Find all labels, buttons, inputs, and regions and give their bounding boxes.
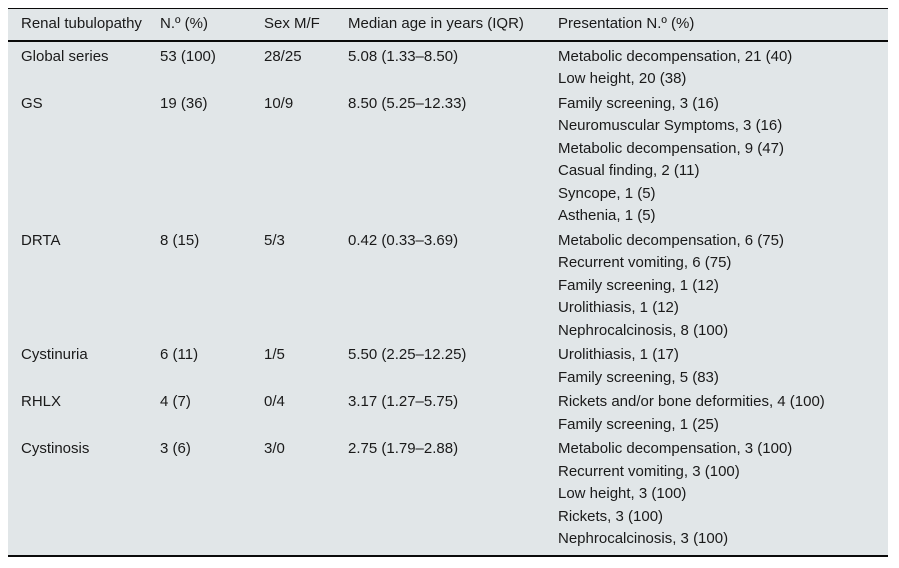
- presentation-line: Urolithiasis, 1 (17): [558, 346, 679, 363]
- presentation-line: Syncope, 1 (5): [558, 184, 656, 202]
- presentation-line: Metabolic decompensation, 9 (47): [558, 139, 784, 157]
- cell-sex-mf: 10/9: [264, 94, 294, 112]
- cell-median-age-iqr: 0.42 (0.33–3.69): [348, 231, 459, 249]
- cell-sex-mf: 1/5: [264, 346, 285, 363]
- presentation-line: Recurrent vomiting, 6 (75): [558, 254, 732, 271]
- presentation-line: Asthenia, 1 (5): [558, 207, 656, 224]
- cell-median-age-iqr: 5.08 (1.33–8.50): [348, 47, 459, 65]
- header-sex-mf: Sex M/F: [264, 8, 348, 42]
- presentation-line: Metabolic decompensation, 21 (40): [558, 47, 793, 65]
- presentation-line: Rickets, 3 (100): [558, 507, 664, 525]
- presentation-line: Nephrocalcinosis, 8 (100): [558, 321, 729, 339]
- cell-sex-mf: 3/0: [264, 440, 285, 457]
- header-row: Renal tubulopathy N.º (%) Sex M/F Median…: [8, 8, 888, 42]
- cell-median-age-iqr: 5.50 (2.25–12.25): [348, 346, 467, 363]
- cell-presentations: Metabolic decompensation, 3 (100) Recurre…: [558, 436, 888, 556]
- cell-sex-mf: 5/3: [264, 231, 285, 249]
- presentation-line: Low height, 20 (38): [558, 70, 687, 87]
- table-header: Renal tubulopathy N.º (%) Sex M/F Median…: [8, 8, 888, 42]
- cell-tubulopathy: DRTA: [21, 231, 61, 249]
- presentation-line: Family screening, 1 (12): [558, 276, 719, 294]
- cell-presentations: Family screening, 3 (16) Neuromuscular Sy…: [558, 91, 888, 228]
- presentation-line: Recurrent vomiting, 3 (100): [558, 462, 740, 480]
- cell-n-pct: 6 (11): [160, 346, 199, 363]
- cell-presentations: Urolithiasis, 1 (17) Family screening, 5 …: [558, 342, 888, 389]
- header-n-pct: N.º (%): [160, 8, 264, 42]
- presentation-line: Family screening, 1 (25): [558, 415, 719, 433]
- cell-median-age-iqr: 8.50 (5.25–12.33): [348, 94, 467, 112]
- cell-tubulopathy: Global series: [21, 47, 109, 65]
- table-row: DRTA 8 (15) 5/3 0.42 (0.33–3.69) Metabolic d…: [8, 228, 888, 343]
- presentation-line: Family screening, 5 (83): [558, 368, 719, 386]
- cell-n-pct: 4 (7): [160, 393, 191, 410]
- cell-n-pct: 53 (100): [160, 47, 216, 65]
- presentation-line: Nephrocalcinosis, 3 (100): [558, 530, 729, 547]
- presentation-line: Low height, 3 (100): [558, 485, 687, 502]
- cell-n-pct: 3 (6): [160, 440, 191, 457]
- presentation-line: Family screening, 3 (16): [558, 94, 719, 112]
- table-row: Global series 53 (100) 28/25 5.08 (1.33–8.5…: [8, 41, 888, 91]
- cell-sex-mf: 0/4: [264, 393, 285, 410]
- cell-presentations: Rickets and/or bone deformities, 4 (100)…: [558, 389, 888, 436]
- table-row: Cystinuria 6 (11) 1/5 5.50 (2.25–12.25) Urol…: [8, 342, 888, 389]
- renal-tubulopathy-table: Renal tubulopathy N.º (%) Sex M/F Median…: [8, 8, 888, 557]
- cell-tubulopathy: GS: [21, 94, 43, 112]
- table-row: Cystinosis 3 (6) 3/0 2.75 (1.79–2.88) Metabo…: [8, 436, 888, 556]
- header-renal-tubulopathy: Renal tubulopathy: [8, 8, 160, 42]
- cell-median-age-iqr: 2.75 (1.79–2.88): [348, 440, 459, 457]
- presentation-line: Metabolic decompensation, 6 (75): [558, 231, 784, 249]
- cell-tubulopathy: Cystinosis: [21, 440, 90, 457]
- presentation-line: Casual finding, 2 (11): [558, 162, 700, 179]
- cell-presentations: Metabolic decompensation, 6 (75) Recurren…: [558, 228, 888, 343]
- cell-n-pct: 8 (15): [160, 231, 200, 249]
- cell-median-age-iqr: 3.17 (1.27–5.75): [348, 393, 459, 410]
- table-row: RHLX 4 (7) 0/4 3.17 (1.27–5.75) Rickets and/…: [8, 389, 888, 436]
- cell-tubulopathy: Cystinuria: [21, 346, 88, 363]
- presentation-line: Neuromuscular Symptoms, 3 (16): [558, 117, 783, 134]
- cell-sex-mf: 28/25: [264, 47, 302, 65]
- presentation-line: Rickets and/or bone deformities, 4 (100): [558, 393, 825, 410]
- header-median-age-iqr: Median age in years (IQR): [348, 8, 558, 42]
- cell-presentations: Metabolic decompensation, 21 (40) Low hei…: [558, 41, 888, 91]
- presentation-line: Urolithiasis, 1 (12): [558, 299, 679, 316]
- cell-n-pct: 19 (36): [160, 94, 208, 112]
- header-presentation: Presentation N.º (%): [558, 8, 888, 42]
- table-row: GS 19 (36) 10/9 8.50 (5.25–12.33) Family scr…: [8, 91, 888, 228]
- presentation-line: Metabolic decompensation, 3 (100): [558, 440, 793, 457]
- cell-tubulopathy: RHLX: [21, 393, 62, 410]
- table-body: Global series 53 (100) 28/25 5.08 (1.33–8.5…: [8, 41, 888, 556]
